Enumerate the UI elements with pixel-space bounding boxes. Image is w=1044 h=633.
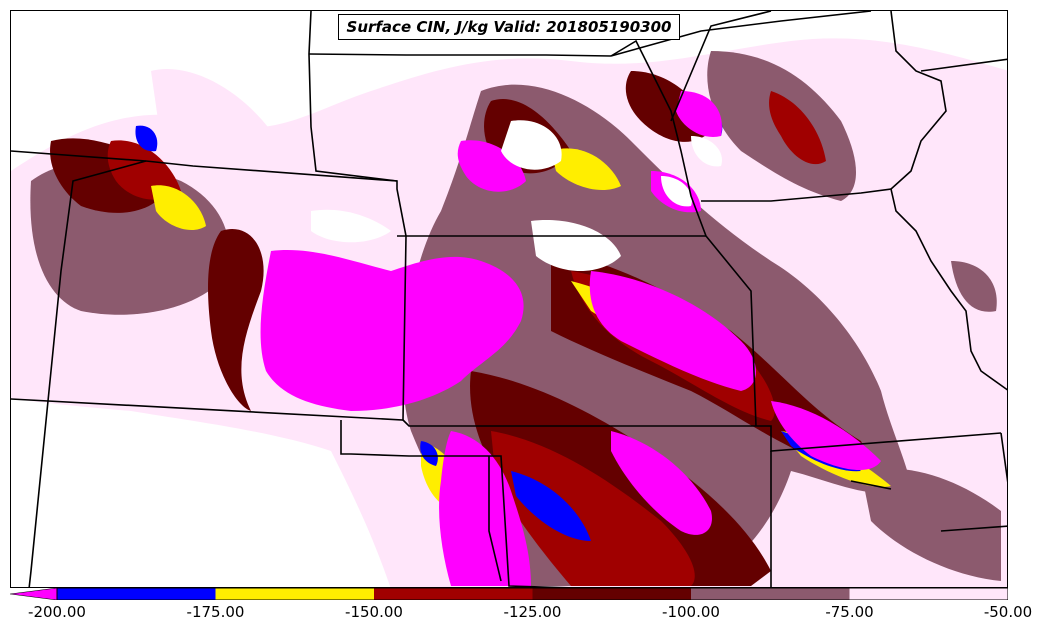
colorbar-bin — [532, 588, 691, 600]
colorbar-bin — [691, 588, 850, 600]
colorbar-tick-label: -125.00 — [503, 603, 562, 621]
map-panel — [10, 10, 1008, 588]
colorbar-tick-label: -200.00 — [28, 603, 86, 621]
colorbar-bin — [57, 588, 216, 600]
colorbar-tick-label: -75.00 — [825, 603, 874, 621]
colorbar-tick-label: -175.00 — [186, 603, 245, 621]
colorbar-extend-triangle — [10, 588, 58, 600]
colorbar-bin — [849, 588, 1008, 600]
map-title: Surface CIN, J/kg Valid: 201805190300 — [338, 14, 680, 40]
colorbar-tick-label: -100.00 — [662, 603, 720, 621]
colorbar — [10, 588, 1008, 600]
cin-shade-lt-200 — [260, 91, 881, 586]
colorbar-tick-label: -50.00 — [983, 603, 1033, 621]
cin-map — [11, 11, 1007, 587]
cin-field — [11, 38, 1007, 587]
cin-no-data-patches — [311, 120, 722, 271]
state-boundaries — [11, 11, 1007, 587]
colorbar-tick-label: -150.00 — [345, 603, 403, 621]
colorbar-bin — [215, 588, 374, 600]
colorbar-bin — [374, 588, 533, 600]
